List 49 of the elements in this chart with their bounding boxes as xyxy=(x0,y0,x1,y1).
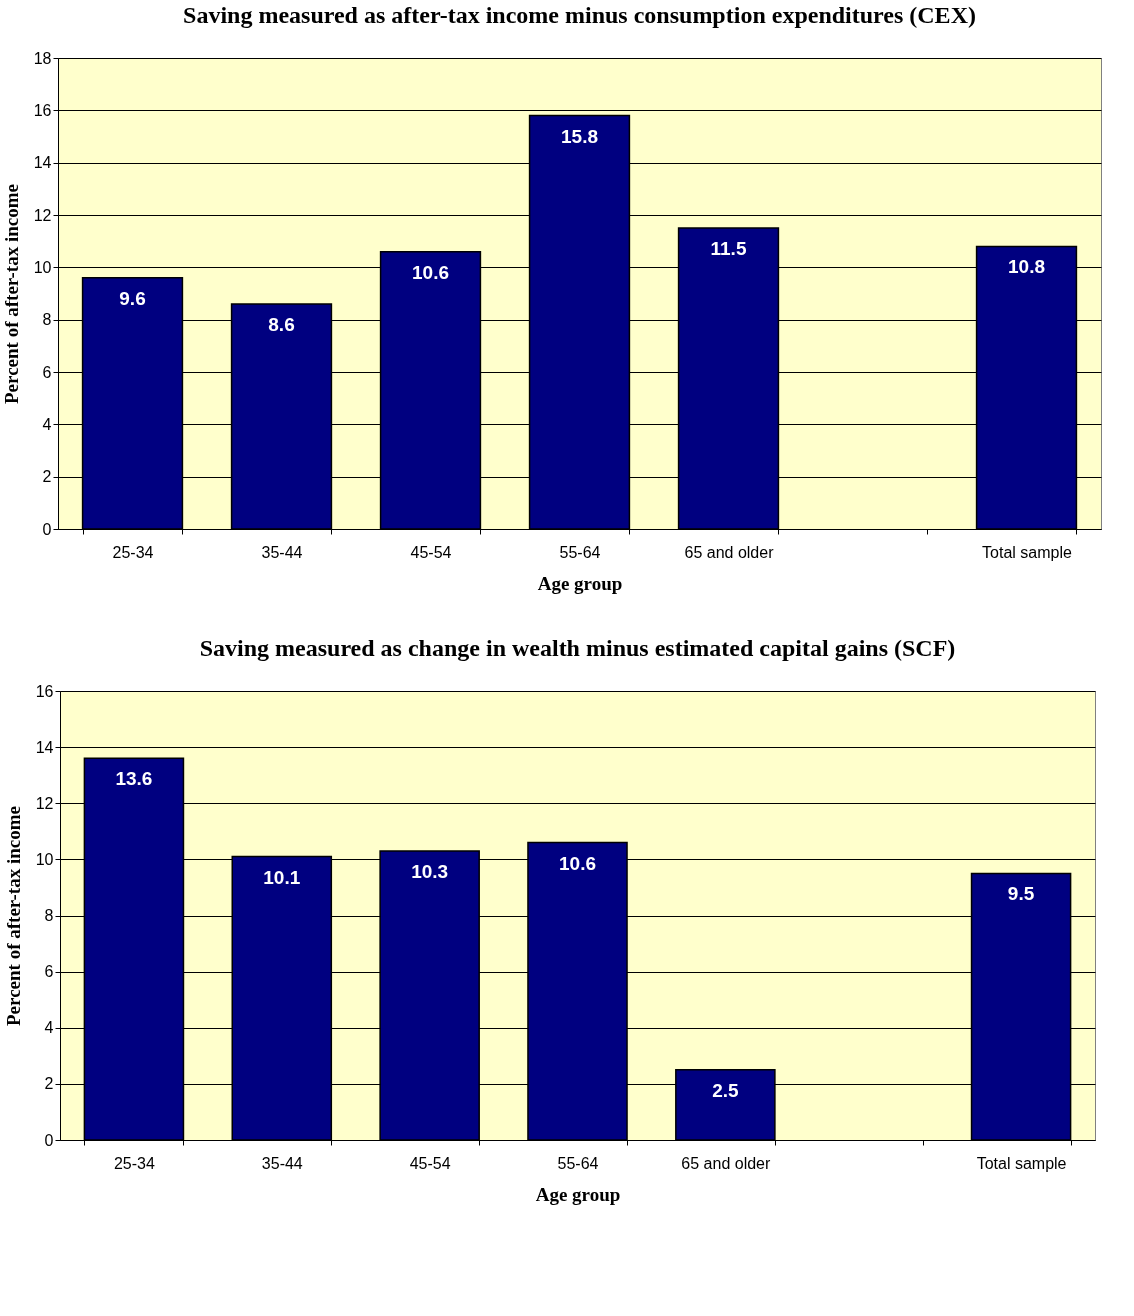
y-axis-title: Percent of after-tax income xyxy=(2,806,24,1026)
x-tick-label: 25-34 xyxy=(112,543,154,561)
y-tick-label: 6 xyxy=(42,363,52,381)
x-tick-label: 25-34 xyxy=(113,1154,155,1172)
x-axis-title: Age group xyxy=(535,1183,621,1205)
data-label: 10.6 xyxy=(412,261,449,283)
x-axis-title: Age group xyxy=(537,572,623,594)
x-tick-label: 65 and older xyxy=(681,1154,772,1172)
y-tick-label: 0 xyxy=(44,1131,54,1149)
y-tick-label: 8 xyxy=(44,907,54,924)
y-tick-label: 0 xyxy=(42,520,52,538)
data-label: 8.6 xyxy=(268,313,295,335)
x-tick-label: Total sample xyxy=(982,543,1073,561)
x-tick-label: 35-44 xyxy=(261,543,303,561)
x-tick-label: 55-64 xyxy=(557,1154,599,1172)
y-tick-label: 2 xyxy=(42,468,52,486)
y-tick-label: 18 xyxy=(33,49,52,67)
y-tick-label: 4 xyxy=(42,415,52,433)
data-label: 10.3 xyxy=(411,860,449,882)
chart-title: Saving measured as change in wealth minus estimated capital gains (SCF) xyxy=(199,635,956,661)
data-label: 15.8 xyxy=(561,125,598,147)
y-tick-label: 2 xyxy=(44,1075,54,1093)
data-label: 9.5 xyxy=(1007,883,1035,905)
data-label: 9.6 xyxy=(119,287,146,309)
data-label: 11.5 xyxy=(710,238,747,260)
y-tick-label: 10 xyxy=(35,850,54,868)
x-tick-label: 45-54 xyxy=(409,1154,451,1172)
x-tick-label: 65 and older xyxy=(684,543,775,561)
x-tick-label: 35-44 xyxy=(261,1154,303,1172)
y-tick-label: 16 xyxy=(35,682,54,700)
data-label: 10.8 xyxy=(1008,256,1045,278)
y-tick-label: 10 xyxy=(33,258,52,276)
y-tick-label: 16 xyxy=(33,101,52,119)
y-tick-label: 6 xyxy=(44,963,54,981)
x-tick-label: 45-54 xyxy=(410,543,452,561)
x-tick-label: Total sample xyxy=(976,1154,1067,1172)
x-tick-label: 55-64 xyxy=(559,543,601,561)
y-tick-label: 4 xyxy=(44,1019,54,1037)
y-tick-label: 12 xyxy=(35,794,54,812)
data-label: 10.6 xyxy=(559,852,596,874)
y-tick-label: 14 xyxy=(35,738,54,756)
chart-title: Saving measured as after-tax income minus consumption expenditures (CEX) xyxy=(183,2,976,28)
data-label: 2.5 xyxy=(712,1079,739,1101)
y-tick-label: 14 xyxy=(33,154,52,172)
y-tick-label: 8 xyxy=(42,311,52,329)
data-label: 10.1 xyxy=(263,866,301,888)
data-label: 13.6 xyxy=(115,768,153,790)
y-tick-label: 12 xyxy=(33,206,52,224)
y-axis-title: Percent of after-tax income xyxy=(0,184,22,404)
